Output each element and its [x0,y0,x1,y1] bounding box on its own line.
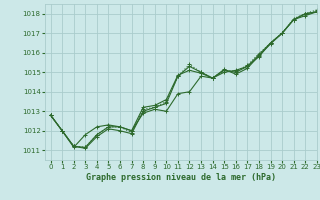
X-axis label: Graphe pression niveau de la mer (hPa): Graphe pression niveau de la mer (hPa) [86,173,276,182]
